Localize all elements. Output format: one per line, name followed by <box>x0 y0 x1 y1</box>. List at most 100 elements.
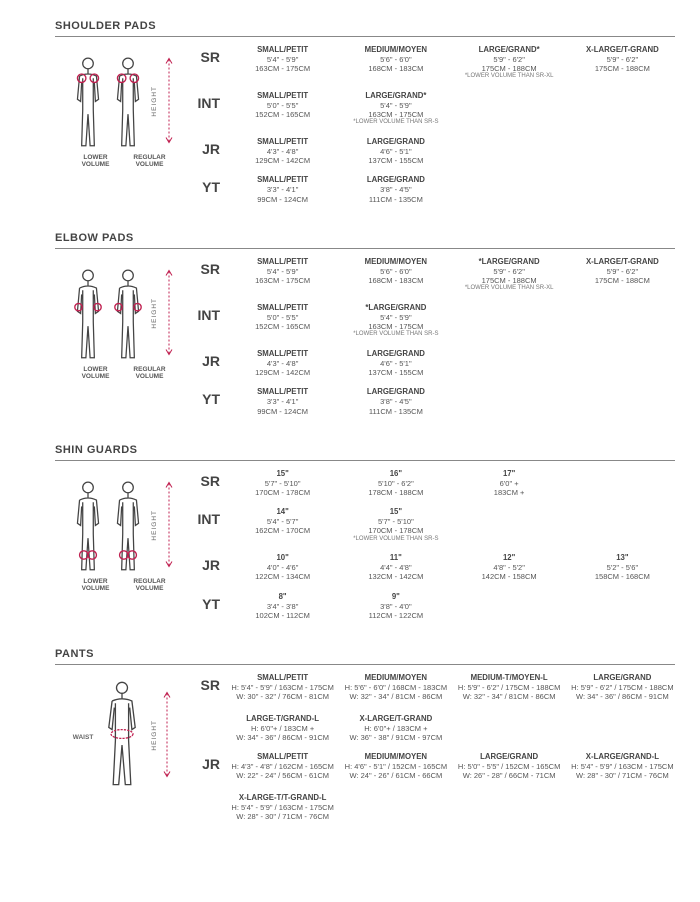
size-line1: H: 4'6" - 5'1" / 152CM - 165CM <box>343 762 448 771</box>
size-line1: 4'3" - 4'8" <box>230 147 335 156</box>
size-line2: 152CM - 165CM <box>230 322 335 331</box>
size-line1: 5'9" - 6'2" <box>570 55 675 64</box>
section-title: SHOULDER PADS <box>55 20 675 32</box>
age-group: JR <box>190 752 230 772</box>
age-group: SR <box>190 673 230 693</box>
section-elbow-pads: ELBOW PADS HEIGHT LOWER VOLUMEREGULAR VO… <box>55 232 675 426</box>
size-line1: 4'6" - 5'1" <box>343 147 448 156</box>
age-group: JR <box>190 137 230 157</box>
size-line1: 5'9" - 6'2" <box>457 267 562 276</box>
size-cell: SMALL/PETIT5'4" - 5'9"163CM - 175CM <box>230 45 335 81</box>
size-cell <box>570 387 675 415</box>
size-title: LARGE/GRAND <box>343 137 448 147</box>
size-title: SMALL/PETIT <box>230 137 335 147</box>
size-line2: 129CM - 142CM <box>230 368 335 377</box>
size-cell <box>457 349 562 377</box>
body-regular-icon <box>111 479 145 574</box>
size-line1: H: 6'0"+ / 183CM + <box>230 724 335 733</box>
height-arrow-icon <box>162 687 172 784</box>
size-title: LARGE/GRAND <box>343 387 448 397</box>
regular-volume-label: REGULAR VOLUME <box>129 578 171 592</box>
size-note: *LOWER VOLUME THAN SR-XL <box>457 73 562 81</box>
size-cell: SMALL/PETIT3'3" - 4'1"99CM - 124CM <box>230 387 335 415</box>
size-line1: 4'4" - 4'8" <box>343 563 448 572</box>
size-row: SRSMALL/PETITH: 5'4" - 5'9" / 163CM - 17… <box>190 673 675 746</box>
size-title: 13" <box>570 553 675 563</box>
size-line1: 3'3" - 4'1" <box>230 397 335 406</box>
size-cell: *LARGE/GRAND5'4" - 5'9"163CM - 175CM*LOW… <box>343 303 448 339</box>
size-line2: W: 26" - 28" / 66CM - 71CM <box>457 771 562 780</box>
size-line2: W: 34" - 36" / 86CM - 91CM <box>570 692 675 701</box>
size-title: 15" <box>343 507 448 517</box>
size-line1: 3'8" - 4'5" <box>343 397 448 406</box>
size-title: MEDIUM/MOYEN <box>343 673 448 683</box>
size-line2: 137CM - 155CM <box>343 156 448 165</box>
size-note: *LOWER VOLUME THAN SR-S <box>343 331 448 339</box>
size-line2: W: 32" - 34" / 81CM - 86CM <box>343 692 448 701</box>
size-title: X-LARGE/T-GRAND <box>343 714 448 724</box>
size-line2: 163CM - 175CM <box>343 322 448 331</box>
size-line2: 178CM - 188CM <box>343 488 448 497</box>
size-title: LARGE/GRAND <box>457 752 562 762</box>
size-cell: LARGE/GRAND3'8" - 4'5"111CM - 135CM <box>343 175 448 203</box>
size-line2: 99CM - 124CM <box>230 407 335 416</box>
size-cell <box>570 592 675 620</box>
size-row: INTSMALL/PETIT5'0" - 5'5"152CM - 165CM*L… <box>190 303 675 339</box>
section-pants: PANTSWAIST HEIGHT SRSMALL/PETITH: 5'4" -… <box>55 648 675 831</box>
size-title: MEDIUM/MOYEN <box>343 45 448 55</box>
size-line1: H: 5'4" - 5'9" / 163CM - 175CM <box>230 683 335 692</box>
size-line2: 111CM - 135CM <box>343 195 448 204</box>
size-line1: H: 5'0" - 5'5" / 152CM - 165CM <box>457 762 562 771</box>
size-cell: LARGE/GRAND*5'4" - 5'9"163CM - 175CM*LOW… <box>343 91 448 127</box>
height-arrow-icon <box>164 53 174 150</box>
size-line1: H: 5'6" - 6'0" / 168CM - 183CM <box>343 683 448 692</box>
size-note: *LOWER VOLUME THAN SR-XL <box>457 285 562 293</box>
age-group: JR <box>190 553 230 573</box>
size-cell: X-LARGE-T/T-GRAND-LH: 5'4" - 5'9" / 163C… <box>230 793 335 821</box>
size-line1: 4'6" - 5'1" <box>343 359 448 368</box>
size-cell: LARGE/GRAND4'6" - 5'1"137CM - 155CM <box>343 349 448 377</box>
size-line2: 102CM - 112CM <box>230 611 335 620</box>
size-line2: 183CM + <box>457 488 562 497</box>
size-row: INTSMALL/PETIT5'0" - 5'5"152CM - 165CMLA… <box>190 91 675 127</box>
size-cell: 15"5'7" - 5'10"170CM - 178CM*LOWER VOLUM… <box>343 507 448 543</box>
size-row: INT14"5'4" - 5'7"162CM - 170CM15"5'7" - … <box>190 507 675 543</box>
size-line1: H: 4'3" - 4'8" / 162CM - 165CM <box>230 762 335 771</box>
size-cell: 15"5'7" - 5'10"170CM - 178CM <box>230 469 335 497</box>
size-title: *LARGE/GRAND <box>343 303 448 313</box>
size-title: X-LARGE-T/T-GRAND-L <box>230 793 335 803</box>
size-line2: 99CM - 124CM <box>230 195 335 204</box>
body-lower-icon <box>71 267 105 362</box>
size-line1: H: 5'9" - 6'2" / 175CM - 188CM <box>570 683 675 692</box>
size-cell: SMALL/PETITH: 4'3" - 4'8" / 162CM - 165C… <box>230 752 335 780</box>
size-line2: 175CM - 188CM <box>457 276 562 285</box>
section-title: ELBOW PADS <box>55 232 675 244</box>
size-title: MEDIUM/MOYEN <box>343 257 448 267</box>
size-line1: H: 5'4" - 5'9" / 163CM - 175CM <box>230 803 335 812</box>
size-title: 17" <box>457 469 562 479</box>
size-row: YTSMALL/PETIT3'3" - 4'1"99CM - 124CMLARG… <box>190 175 675 203</box>
size-line1: 5'6" - 6'0" <box>343 267 448 276</box>
size-line1: H: 6'0"+ / 183CM + <box>343 724 448 733</box>
size-line2: 132CM - 142CM <box>343 572 448 581</box>
size-cell <box>570 91 675 127</box>
size-title: 16" <box>343 469 448 479</box>
size-line2: 163CM - 175CM <box>230 64 335 73</box>
size-line2: 163CM - 175CM <box>343 110 448 119</box>
size-cell <box>570 175 675 203</box>
height-label: HEIGHT <box>151 510 158 541</box>
size-line2: 152CM - 165CM <box>230 110 335 119</box>
size-row: JRSMALL/PETIT4'3" - 4'8"129CM - 142CMLAR… <box>190 137 675 165</box>
section-title: PANTS <box>55 648 675 660</box>
size-title: MEDIUM/MOYEN <box>343 752 448 762</box>
size-line2: W: 28" - 30" / 71CM - 76CM <box>230 812 335 821</box>
size-cell <box>457 387 562 415</box>
size-cell <box>457 303 562 339</box>
size-note: *LOWER VOLUME THAN SR-S <box>343 536 448 544</box>
size-line2: 158CM - 168CM <box>570 572 675 581</box>
size-cell: MEDIUM/MOYEN5'6" - 6'0"168CM - 183CM <box>343 257 448 293</box>
size-title: SMALL/PETIT <box>230 45 335 55</box>
size-line2: 122CM - 134CM <box>230 572 335 581</box>
size-cell: 14"5'4" - 5'7"162CM - 170CM <box>230 507 335 543</box>
size-line2: W: 22" - 24" / 56CM - 61CM <box>230 771 335 780</box>
